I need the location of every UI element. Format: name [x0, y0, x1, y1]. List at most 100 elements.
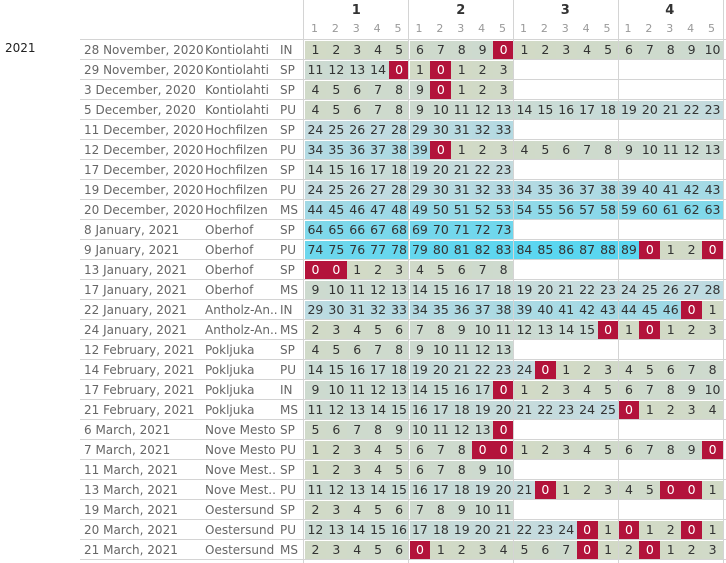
group-divider: [618, 0, 619, 563]
hit-streak-cell: 8: [430, 321, 452, 339]
table-row[interactable]: 17 January, 2021 Oberhof MS 9 10 11 12 13 14 15 16…: [80, 280, 726, 300]
sub-header: 4: [582, 22, 590, 35]
hit-streak-cell: 13: [534, 321, 556, 339]
hit-streak-cell: 1: [305, 461, 326, 479]
hit-streak-cell: 1: [597, 521, 619, 539]
race-date: 20 December, 2020: [84, 203, 204, 217]
hit-streak-cell: 12: [367, 381, 389, 399]
hit-streak-cell: 28: [702, 281, 723, 299]
table-row[interactable]: 17 December, 2020 Hochfilzen SP 14 15 16 17 18 1…: [80, 160, 726, 180]
race-type: SP: [280, 503, 295, 517]
table-row[interactable]: 3 December, 2020 Kontiolahti SP 4 5 6 7 8 9 0 1 2 3: [80, 80, 726, 100]
hit-streak-cell: 1: [702, 301, 723, 319]
hit-streak-cell: 9: [409, 101, 431, 119]
table-row[interactable]: 20 December, 2020 Hochfilzen MS 44 45 46 47 48 4…: [80, 200, 726, 220]
hit-streak-cell: 2: [618, 541, 640, 559]
table-row[interactable]: 19 December, 2020 Hochfilzen PU 24 25 26 27 28 2…: [80, 180, 726, 200]
hit-streak-cell: 79: [409, 241, 431, 259]
hit-streak-cell: 2: [681, 241, 703, 259]
race-location: Hochfilzen: [205, 123, 268, 137]
table-row[interactable]: 24 January, 2021 Antholz-An.. MS 2 3 4 5 6 7 8 9 10…: [80, 320, 726, 340]
miss-cell: 0: [702, 441, 723, 459]
hit-streak-cell: 19: [451, 521, 473, 539]
year-label: 2021: [5, 41, 36, 55]
hit-streak-cell: 11: [305, 61, 326, 79]
hit-streak-cell: 2: [305, 321, 326, 339]
hit-streak-cell: 6: [409, 41, 431, 59]
hit-streak-cell: 11: [305, 401, 326, 419]
hit-streak-cell: 10: [430, 101, 452, 119]
table-row[interactable]: 7 March, 2021 Nove Mesto PU 1 2 3 4 5 6 7 8 0 0 1 2 3 4 5…: [80, 440, 726, 460]
table-row[interactable]: 8 January, 2021 Oberhof SP 64 65 66 67 68 69 70 71…: [80, 220, 726, 240]
table-row[interactable]: 28 November, 2020 Kontiolahti IN 1 2 3 4 5 6 7 8 9 0…: [80, 40, 726, 60]
hit-streak-cell: 1: [451, 141, 473, 159]
race-location: Oestersund: [205, 503, 275, 517]
hit-streak-cell: 14: [346, 521, 368, 539]
table-row[interactable]: 12 February, 2021 Pokljuka SP 4 5 6 7 8 9 10 11 12 1…: [80, 340, 726, 360]
hit-streak-cell: 4: [346, 541, 368, 559]
hit-streak-cell: 19: [409, 361, 431, 379]
race-date: 17 January, 2021: [84, 283, 187, 297]
hit-streak-cell: 33: [493, 181, 514, 199]
hit-streak-cell: 5: [388, 461, 410, 479]
hit-streak-cell: 6: [660, 361, 682, 379]
race-date: 12 December, 2020: [84, 143, 204, 157]
hit-streak-cell: 31: [451, 121, 473, 139]
hit-streak-cell: 1: [346, 261, 368, 279]
hit-streak-cell: 11: [346, 281, 368, 299]
hit-streak-cell: 71: [451, 221, 473, 239]
table-row[interactable]: 13 January, 2021 Oberhof SP 0 0 1 2 3 4 5 6 7 8: [80, 260, 726, 280]
hit-streak-cell: 6: [409, 461, 431, 479]
table-row[interactable]: 13 March, 2021 Nove Mest.. PU 11 12 13 14 15 16 1…: [80, 480, 726, 500]
hit-streak-cell: 26: [660, 281, 682, 299]
table-row[interactable]: 14 February, 2021 Pokljuka PU 14 15 16 17 18 19 2…: [80, 360, 726, 380]
hit-streak-cell: 4: [702, 401, 723, 419]
table-row[interactable]: 20 March, 2021 Oestersund PU 12 13 14 15 16 17 18…: [80, 520, 726, 540]
race-type: PU: [280, 443, 297, 457]
hit-streak-cell: 16: [346, 161, 368, 179]
table-row[interactable]: 21 March, 2021 Oestersund MS 2 3 4 5 6 0 1 2 3 4 5 6 7 0…: [80, 540, 726, 560]
hit-streak-cell: 18: [451, 401, 473, 419]
hit-streak-cell: 4: [367, 41, 389, 59]
hit-streak-cell: 46: [346, 201, 368, 219]
table-row[interactable]: 17 February, 2021 Pokljuka IN 9 10 11 12 13 14 15…: [80, 380, 726, 400]
race-location: Nove Mest..: [205, 463, 276, 477]
hit-streak-cell: 8: [430, 501, 452, 519]
table-row[interactable]: 21 February, 2021 Pokljuka MS 11 12 13 14 15 16 1…: [80, 400, 726, 420]
table-row[interactable]: 5 December, 2020 Kontiolahti PU 4 5 6 7 8 9 10 11 1…: [80, 100, 726, 120]
table-row[interactable]: 22 January, 2021 Antholz-An.. IN 29 30 31 32 33…: [80, 300, 726, 320]
table-row[interactable]: 9 January, 2021 Oberhof PU 74 75 76 77 78 79 80 81…: [80, 240, 726, 260]
hit-streak-cell: 11: [305, 481, 326, 499]
hit-streak-cell: 7: [639, 41, 661, 59]
hit-streak-cell: 3: [346, 461, 368, 479]
table-row[interactable]: 11 March, 2021 Nove Mest.. SP 1 2 3 4 5 6 7 8 9 10: [80, 460, 726, 480]
hit-streak-cell: 15: [367, 521, 389, 539]
hit-streak-cell: 50: [430, 201, 452, 219]
race-location: Oestersund: [205, 543, 275, 557]
table-row[interactable]: 6 March, 2021 Nove Mesto SP 5 6 7 8 9 10 11 12 13 0: [80, 420, 726, 440]
hit-streak-cell: 57: [576, 201, 598, 219]
hit-streak-cell: 1: [305, 441, 326, 459]
hit-streak-cell: 44: [305, 201, 326, 219]
hit-streak-cell: 10: [325, 281, 347, 299]
hit-streak-cell: 84: [514, 241, 535, 259]
miss-cell: 0: [639, 241, 661, 259]
table-row[interactable]: 11 December, 2020 Hochfilzen SP 24 25 26 27 28 2…: [80, 120, 726, 140]
table-row[interactable]: 29 November, 2020 Kontiolahti SP 11 12 13 14 0 1…: [80, 60, 726, 80]
table-row[interactable]: 19 March, 2021 Oestersund SP 2 3 4 5 6 7 8 9 10 11: [80, 500, 726, 520]
hit-streak-cell: 42: [681, 181, 703, 199]
hit-streak-cell: 7: [367, 81, 389, 99]
hit-streak-cell: 36: [451, 301, 473, 319]
sub-header: 1: [624, 22, 632, 35]
race-location: Nove Mesto: [205, 443, 276, 457]
hit-streak-cell: 3: [702, 321, 723, 339]
race-location: Kontiolahti: [205, 63, 269, 77]
hit-streak-cell: 2: [472, 141, 494, 159]
hit-streak-cell: 11: [451, 101, 473, 119]
table-row[interactable]: 12 December, 2020 Hochfilzen PU 34 35 36 37 38 3…: [80, 140, 726, 160]
hit-streak-cell: 2: [325, 441, 347, 459]
hit-streak-cell: 12: [472, 341, 494, 359]
hit-streak-cell: 24: [618, 281, 640, 299]
hit-streak-cell: 9: [681, 381, 703, 399]
hit-streak-cell: 7: [430, 41, 452, 59]
